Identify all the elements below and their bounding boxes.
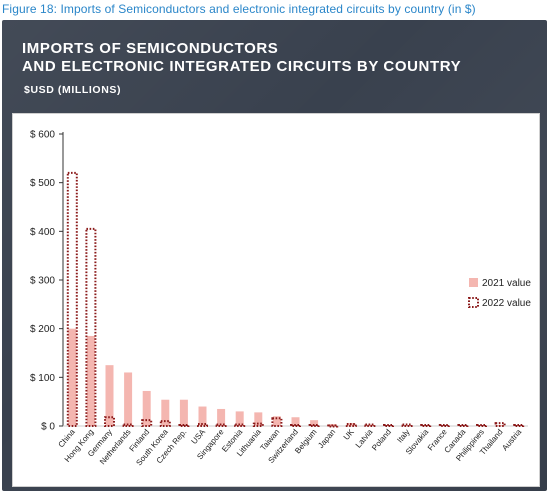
bar-2021 [105, 365, 114, 426]
x-tick-label: Austria [500, 427, 523, 452]
bar-2021 [272, 416, 281, 426]
figure-caption: Figure 18: Imports of Semiconductors and… [2, 2, 476, 16]
bar-2022-outline [197, 423, 208, 428]
bar-2022-outline [345, 423, 357, 428]
bar-2022-outline [215, 423, 227, 428]
chart-subtitle: $USD (MILLIONS) [24, 84, 122, 96]
y-tick-label: $ 100 [30, 373, 55, 384]
x-tick-label: UK [342, 427, 356, 442]
chart-title-line-1: IMPORTS OF SEMICONDUCTORS [22, 40, 279, 57]
bar-2021 [142, 390, 151, 426]
bar-2021 [161, 399, 170, 426]
bar-2021 [86, 335, 95, 426]
bar-2022-outline [401, 423, 413, 428]
bar-2022-outline [494, 422, 506, 427]
legend: 2021 value 2022 value [468, 278, 531, 309]
bar-2021 [291, 417, 300, 426]
bar-2022-outline [364, 423, 376, 428]
y-tick-label: $ 500 [30, 178, 55, 189]
bar-2022-outline [159, 420, 171, 427]
bar-2022-outline [457, 424, 469, 428]
x-tick-label: Japan [316, 428, 337, 450]
x-tick-label: Italy [395, 428, 411, 445]
legend-label-2022: 2022 value [482, 298, 531, 309]
legend-swatch-2022 [468, 297, 479, 308]
bar-2022-outline [85, 227, 97, 428]
bars [66, 171, 525, 428]
bar-2021 [198, 406, 207, 426]
bar-2022-outline [476, 424, 487, 428]
bar-2021 [254, 412, 263, 426]
legend-swatch-2021 [469, 278, 478, 287]
bar-2022-outline [290, 424, 301, 428]
bar-chart: $ 0 $ 100 $ 200 $ 300 $ 400 $ 500 $ 600 ChinaH… [30, 130, 531, 468]
bar-2022-outline [178, 424, 190, 428]
bar-2021 [68, 328, 77, 426]
chart-title-line-2: AND ELECTRONIC INTEGRATED CIRCUITS BY CO… [22, 58, 462, 75]
bar-2022-outline [252, 422, 264, 428]
y-tick-label: $ 0 [41, 422, 55, 433]
bar-2021 [235, 411, 244, 426]
chart-panel: IMPORTS OF SEMICONDUCTORS AND ELECTRONIC… [2, 20, 547, 491]
bar-2022-outline [104, 416, 115, 427]
bar-2021 [124, 372, 133, 426]
bar-2022-outline [420, 424, 432, 428]
bar-2022-outline [308, 424, 320, 428]
bar-2022-outline [327, 424, 339, 428]
bar-2021 [217, 408, 226, 426]
y-tick-label: $ 300 [30, 276, 55, 287]
y-axis: $ 0 $ 100 $ 200 $ 300 $ 400 $ 500 $ 600 [30, 130, 528, 433]
chart-area: $ 0 $ 100 $ 200 $ 300 $ 400 $ 500 $ 600 China H… [12, 113, 540, 487]
y-tick-label: $ 400 [30, 227, 55, 238]
bar-2022-outline [234, 423, 246, 428]
bar-2022-outline [271, 417, 283, 428]
bar-2022-outline [438, 424, 450, 428]
bar-2022-outline [383, 424, 394, 428]
y-tick-label: $ 200 [30, 324, 55, 335]
x-tick-label: Poland [370, 428, 393, 453]
bar-2022-outline [122, 423, 134, 428]
chart-title: IMPORTS OF SEMICONDUCTORS AND ELECTRONIC… [22, 40, 482, 76]
bar-2021 [310, 420, 319, 426]
bar-2022-outline [141, 419, 153, 428]
y-tick-label: $ 600 [30, 130, 55, 141]
bar-2022-outline [66, 171, 78, 427]
bar-2022-outline [513, 424, 525, 428]
bar-2021 [179, 399, 188, 426]
legend-label-2021: 2021 value [482, 278, 531, 289]
